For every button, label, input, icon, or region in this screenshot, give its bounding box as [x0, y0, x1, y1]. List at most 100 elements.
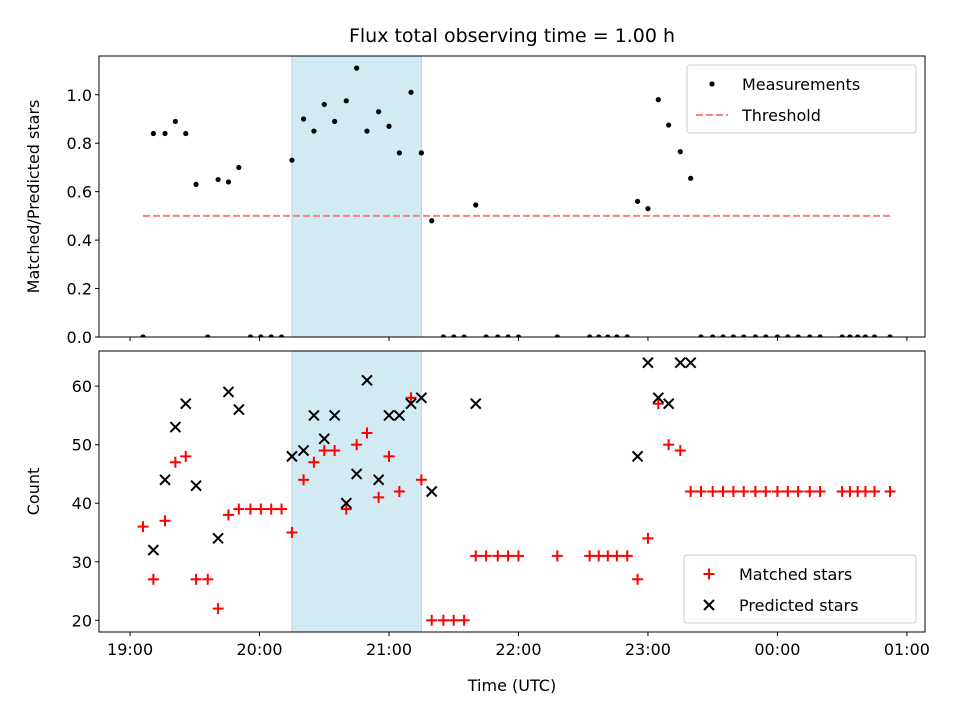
x-b: [470, 397, 482, 410]
measurement-point: [258, 334, 264, 337]
matched-star-marker: [492, 550, 504, 562]
matched-star-marker: [373, 491, 385, 503]
matched-star-marker: [458, 614, 470, 626]
x-b: [372, 474, 385, 486]
measurement-point: [741, 334, 747, 337]
matched-star-marker: [318, 445, 330, 457]
measurement-point: [785, 334, 791, 337]
measurement-point: [495, 334, 501, 337]
measurement-point: [554, 334, 560, 337]
y-tick-label: 60: [72, 377, 92, 396]
x-b: [393, 409, 406, 422]
measurement-point: [386, 123, 392, 129]
x-b: [222, 386, 235, 398]
matched-star-marker: [470, 550, 482, 562]
y-tick-label: 0.0: [67, 328, 92, 347]
measurement-point: [193, 181, 199, 187]
matched-star-marker: [276, 503, 288, 515]
measurement-point: [605, 334, 611, 337]
matched-star-marker: [632, 573, 644, 585]
predicted-star-marker: [642, 357, 654, 369]
measurement-point: [343, 98, 349, 104]
predicted-star-marker: [383, 409, 395, 422]
x-b: [233, 403, 245, 416]
x-b: [212, 532, 224, 545]
matched-star-marker: [738, 486, 750, 497]
measurement-point: [855, 334, 861, 337]
predicted-star-marker: [169, 421, 182, 433]
chart-title: Flux total observing time = 1.00 h: [349, 25, 675, 47]
measurement-point: [847, 334, 853, 337]
matched-star-marker: [190, 573, 202, 585]
predicted-star-marker: [212, 532, 224, 545]
legend-label: Matched stars: [739, 565, 852, 584]
matched-star-marker: [512, 550, 524, 562]
predicted-star-marker: [190, 479, 202, 492]
measurement-point: [225, 179, 232, 185]
x-b: [147, 544, 160, 556]
x-b: [180, 397, 192, 410]
measurement-point: [624, 334, 630, 337]
x-b: [328, 409, 341, 422]
matched-star-marker: [685, 486, 697, 497]
matched-star-marker: [298, 474, 310, 486]
matched-star-marker: [233, 503, 245, 515]
matched-star-marker: [749, 486, 761, 497]
measurement-point: [698, 334, 704, 337]
measurement-point: [677, 149, 683, 155]
matched-star-marker: [244, 503, 256, 515]
legend-frame: [683, 554, 917, 624]
x-axis-label: Time (UTC): [467, 676, 556, 695]
measurement-point: [429, 218, 435, 224]
x-tick-label: 21:00: [366, 640, 412, 659]
predicted-star-marker: [222, 386, 235, 398]
x-b: [662, 397, 675, 410]
y-tick-label: 0.2: [67, 280, 92, 299]
measurement-point: [720, 334, 726, 337]
matched-star-marker: [383, 450, 395, 462]
predicted-star-marker: [318, 433, 330, 445]
matched-star-marker: [771, 486, 783, 497]
measurement-point: [408, 89, 414, 95]
measurement-point: [440, 334, 446, 337]
measurement-point: [795, 334, 801, 337]
predicted-star-marker: [674, 357, 687, 369]
measurement-point: [183, 130, 189, 137]
measurement-point: [483, 334, 489, 337]
measurement-point: [205, 334, 211, 337]
predicted-star-marker: [393, 409, 406, 422]
x-b: [361, 374, 373, 386]
legend-predicted-swatch-b: [703, 599, 715, 611]
measurement-point: [505, 334, 511, 337]
measurement-point: [688, 175, 694, 181]
measurement-point: [140, 334, 146, 337]
x-b: [405, 397, 417, 410]
matched-star-marker: [869, 486, 881, 497]
legend-label: Threshold: [741, 106, 821, 125]
matched-star-marker: [642, 532, 654, 544]
measurement-point: [587, 334, 593, 337]
x-tick-label: 00:00: [754, 640, 800, 659]
matched-star-marker: [760, 486, 772, 497]
x-b: [684, 357, 697, 369]
predicted-star-marker: [350, 468, 363, 480]
x-b: [340, 497, 352, 509]
matched-star-marker: [502, 550, 514, 562]
measurement-point: [150, 130, 156, 137]
matched-star-marker: [814, 486, 826, 497]
predicted-star-marker: [286, 450, 298, 463]
matched-star-marker: [480, 550, 492, 562]
predicted-star-marker: [180, 397, 192, 410]
x-tick-label: 23:00: [625, 640, 671, 659]
legend-frame: [686, 64, 917, 134]
predicted-star-marker: [405, 397, 417, 410]
measurement-point: [311, 128, 317, 134]
x-b: [674, 357, 687, 369]
predicted-star-marker: [361, 374, 373, 386]
x-b: [415, 392, 428, 404]
x-b: [350, 468, 363, 480]
measurement-point: [614, 334, 620, 337]
matched-star-marker: [415, 474, 427, 486]
predicted-star-marker: [297, 444, 310, 457]
predicted-star-marker: [652, 392, 665, 404]
